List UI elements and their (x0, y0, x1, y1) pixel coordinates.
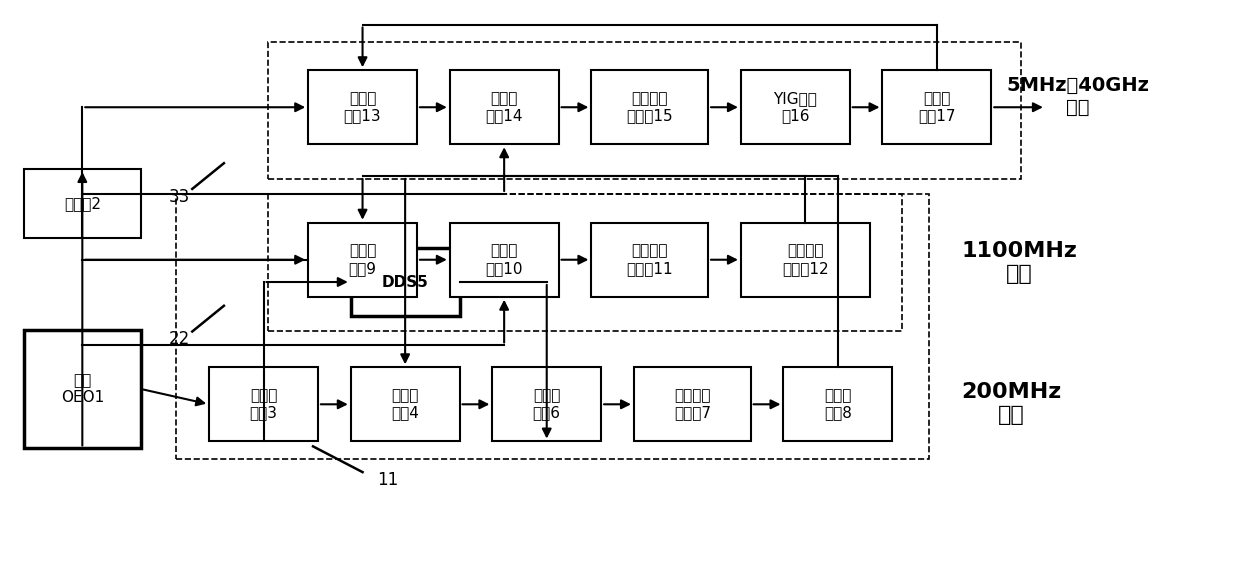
Text: 第三混
频器13: 第三混 频器13 (343, 91, 382, 123)
Text: 1100MHz
带宽: 1100MHz 带宽 (961, 241, 1078, 284)
Text: 第一混
频器4: 第一混 频器4 (391, 388, 419, 421)
Bar (883, 70, 991, 144)
Bar (591, 222, 708, 297)
Bar (176, 194, 929, 459)
Bar (740, 222, 869, 297)
Text: 22: 22 (169, 331, 190, 349)
Bar (492, 367, 601, 441)
Bar (634, 367, 750, 441)
Text: 200MHz
带宽: 200MHz 带宽 (961, 382, 1061, 426)
Text: 第二环路
滤波器11: 第二环路 滤波器11 (626, 243, 673, 276)
Text: 第一环路
滤波器7: 第一环路 滤波器7 (673, 388, 711, 421)
Text: YIG振荡
器16: YIG振荡 器16 (774, 91, 817, 123)
Text: DDS5: DDS5 (382, 275, 429, 290)
Bar (308, 222, 417, 297)
Text: 第三环路
滤波器15: 第三环路 滤波器15 (626, 91, 673, 123)
Bar (269, 42, 1021, 179)
Text: 功率分
配器3: 功率分 配器3 (249, 388, 278, 421)
Bar (740, 70, 849, 144)
Text: 分频倍
频器17: 分频倍 频器17 (918, 91, 956, 123)
Text: 第二混
频器9: 第二混 频器9 (348, 243, 377, 276)
Bar (308, 70, 417, 144)
Text: 分频器2: 分频器2 (63, 196, 100, 211)
Text: 第一鉴
相器6: 第一鉴 相器6 (533, 388, 560, 421)
Bar (450, 222, 558, 297)
Text: 第三鉴
相器14: 第三鉴 相器14 (485, 91, 523, 123)
Text: 第二鉴
相器10: 第二鉴 相器10 (485, 243, 523, 276)
Bar (450, 70, 558, 144)
Bar (784, 367, 893, 441)
Bar (269, 194, 903, 331)
Bar (351, 367, 460, 441)
Bar (24, 329, 141, 448)
Text: 11: 11 (377, 471, 398, 489)
Text: 压控振
荡器8: 压控振 荡器8 (823, 388, 852, 421)
Bar (591, 70, 708, 144)
Bar (210, 367, 317, 441)
Text: 取样介质
振荡器12: 取样介质 振荡器12 (782, 243, 828, 276)
Bar (351, 248, 460, 316)
Text: 5MHz～40GHz
输出: 5MHz～40GHz 输出 (1006, 76, 1149, 117)
Text: 窄带
OEO1: 窄带 OEO1 (61, 373, 104, 405)
Bar (24, 169, 141, 238)
Text: 33: 33 (169, 188, 190, 206)
